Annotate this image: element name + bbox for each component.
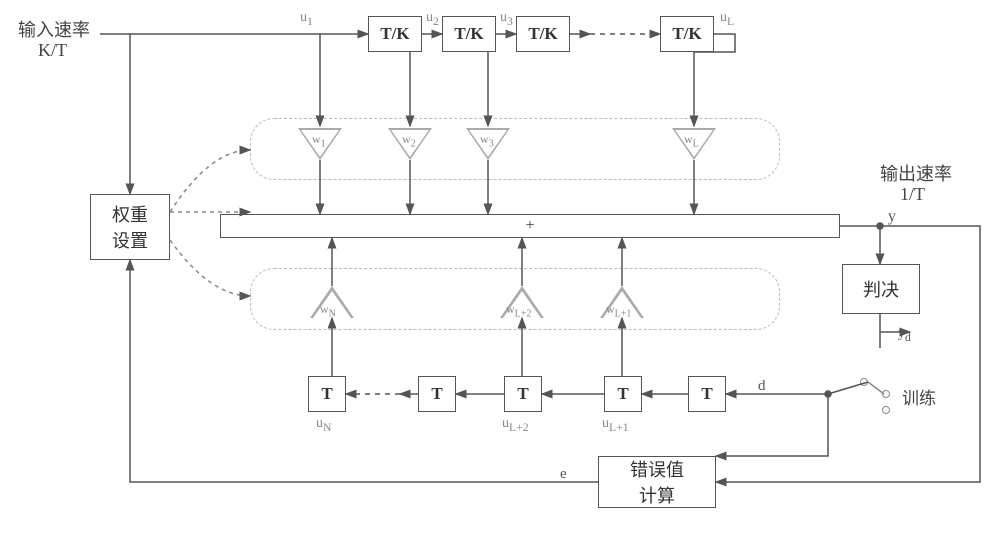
diagram-wires [0, 0, 1000, 549]
